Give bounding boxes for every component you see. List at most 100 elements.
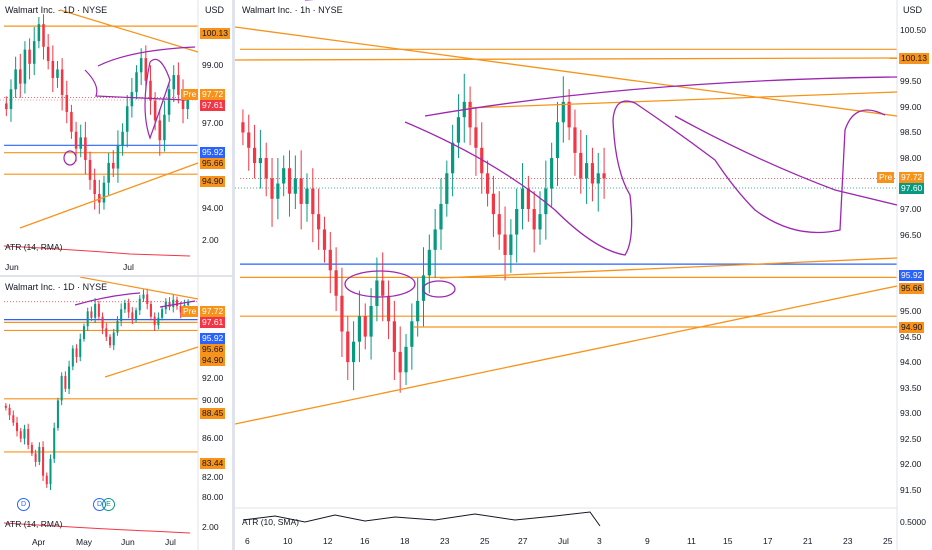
candle-body	[596, 173, 600, 184]
candle-body	[175, 299, 179, 307]
y-tick: 97.00	[900, 204, 922, 215]
pane-divider-vertical[interactable]	[232, 0, 235, 550]
candle-body	[456, 117, 461, 143]
x-tick: 25	[883, 536, 893, 546]
chart-pane-right[interactable]: Walmart Inc. · 1h · NYSE USD 100.50 99.50…	[235, 0, 932, 550]
price-tag-95-66: 95.66	[200, 158, 226, 169]
premarket-label: Pre	[877, 172, 895, 183]
price-tag-100-13: 100.13	[899, 53, 929, 64]
price-tag-95-92: 95.92	[200, 147, 226, 158]
y-tick: 93.00	[900, 408, 922, 419]
candle-body	[187, 301, 190, 306]
candle-body	[84, 137, 87, 161]
resistance-line	[235, 57, 898, 61]
candle-body	[480, 147, 484, 174]
y-tick: 2.00	[202, 522, 219, 532]
candle-body	[127, 302, 130, 313]
candle-body	[241, 122, 245, 133]
candle-body	[56, 400, 59, 428]
price-tag-94-90: 94.90	[200, 355, 226, 366]
candle-body	[53, 427, 56, 459]
currency-label[interactable]: USD	[205, 5, 225, 15]
candle-body	[252, 147, 257, 164]
candle-body	[158, 120, 162, 141]
y-tick: 99.00	[202, 60, 224, 70]
candle-body	[123, 302, 126, 310]
candle-body	[445, 173, 449, 204]
candle-body	[71, 348, 74, 367]
candle-body	[144, 58, 148, 81]
candle-body	[107, 162, 110, 183]
candle-body	[375, 280, 379, 306]
candle-body	[305, 188, 309, 204]
symbol-title[interactable]: Walmart Inc. · 1h · NYSE	[242, 5, 343, 15]
candle-body	[98, 194, 101, 203]
currency-label[interactable]: USD	[903, 5, 923, 15]
trend-line	[235, 285, 898, 425]
candle-plot-right[interactable]	[235, 0, 932, 550]
candle-body	[101, 316, 104, 329]
candle-body	[149, 303, 152, 317]
x-tick: 15	[723, 536, 733, 546]
indicator-label[interactable]: ATR (14, RMA)	[5, 519, 63, 529]
candle-plot-top-left[interactable]	[0, 0, 232, 275]
candle-body	[427, 249, 431, 276]
candle-body	[282, 168, 286, 184]
candle-body	[167, 89, 171, 115]
price-tag-95-92: 95.92	[899, 270, 925, 281]
candle-body	[49, 458, 52, 485]
x-tick: 11	[687, 536, 696, 546]
candle-body	[567, 101, 571, 128]
candle-body	[357, 316, 362, 342]
trend-line	[439, 257, 898, 279]
chart-pane-top-left[interactable]: Walmart Inc. · 1D · NYSE USD 99.00 97.00…	[0, 0, 232, 275]
candle-body	[74, 131, 78, 149]
y-tick: 97.00	[202, 118, 224, 128]
y-tick: 92.00	[202, 373, 224, 383]
y-tick: 98.00	[900, 152, 922, 163]
candle-body	[34, 453, 37, 462]
x-tick: 18	[400, 536, 410, 546]
candle-body	[270, 178, 274, 199]
price-tag-88-45: 88.45	[200, 408, 226, 419]
candle-body	[573, 127, 577, 153]
candle-body	[264, 157, 268, 179]
chart-pane-bottom-left[interactable]: Walmart Inc. · 1D · NYSE 92.00 90.00 86.…	[0, 277, 232, 550]
pane-divider-horizontal[interactable]	[0, 275, 232, 277]
candle-body	[105, 328, 108, 337]
candle-body	[116, 320, 119, 333]
dividend-badge[interactable]: D	[17, 498, 30, 511]
candle-body	[497, 214, 501, 235]
y-tick: 98.50	[900, 127, 922, 138]
candle-body	[149, 80, 152, 101]
candle-body	[168, 301, 171, 308]
candle-body	[153, 100, 157, 121]
candle-body	[491, 193, 496, 215]
indicator-label[interactable]: ATR (14, RMA)	[5, 242, 63, 252]
symbol-title[interactable]: Walmart Inc. · 1D · NYSE	[5, 282, 108, 292]
symbol-title[interactable]: Walmart Inc. · 1D · NYSE	[5, 5, 108, 15]
candle-body	[108, 336, 112, 346]
price-tag-100-13: 100.13	[200, 28, 230, 39]
candle-body	[60, 376, 63, 401]
candle-body	[65, 94, 69, 112]
price-tag-83-44: 83.44	[200, 458, 226, 469]
candle-body	[544, 188, 548, 215]
candle-body	[287, 168, 292, 194]
indicator-label[interactable]: ATR (10, SMA)	[242, 517, 299, 527]
y-tick: 94.00	[900, 357, 922, 368]
candle-body	[515, 209, 519, 235]
candle-body	[172, 299, 175, 308]
price-tag-last: 97.61	[200, 100, 226, 111]
earnings-badge[interactable]: E	[102, 498, 115, 511]
candle-plot-bottom-left[interactable]	[0, 277, 232, 550]
y-tick: 95.00	[900, 306, 922, 317]
candle-body	[64, 376, 67, 389]
trend-line	[19, 162, 199, 229]
candle-body	[23, 429, 26, 439]
candle-body	[585, 163, 589, 179]
candle-body	[386, 295, 391, 322]
candle-body	[120, 309, 123, 321]
candle-body	[68, 366, 71, 389]
candle-body	[38, 447, 41, 462]
